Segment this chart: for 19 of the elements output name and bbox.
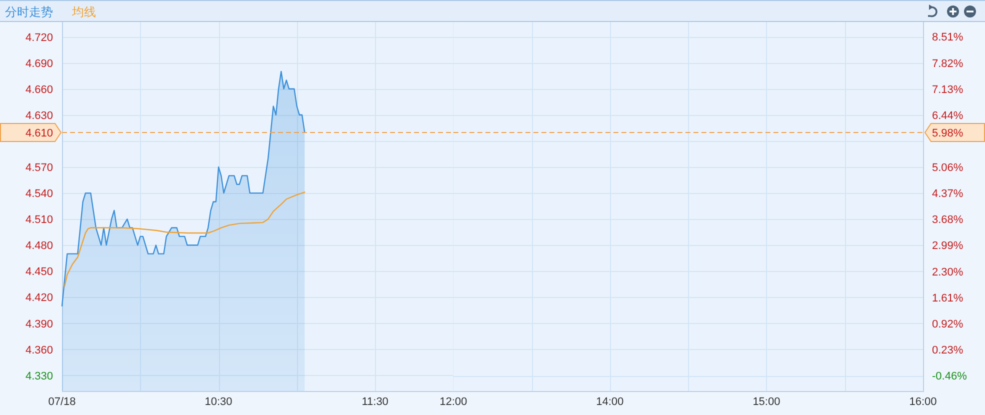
legend: 分时走势 均线	[5, 5, 96, 19]
y-tick-label: 4.690	[25, 58, 53, 70]
x-tick-label: 07/18	[48, 396, 76, 408]
y-tick-label: 4.420	[25, 292, 53, 304]
y-tick-label: 4.330	[25, 370, 53, 382]
y-tick-label: 4.570	[25, 162, 53, 174]
x-tick-label: 10:30	[204, 396, 232, 408]
y-tick-label: 4.480	[25, 240, 53, 252]
y-tick-label: 4.540	[25, 188, 53, 200]
x-tick-label: 11:30	[362, 396, 388, 408]
y-tick-label: 4.630	[25, 110, 53, 122]
y-tick-label: 4.510	[25, 214, 53, 226]
y-tick-label: 4.660	[25, 84, 53, 96]
y-tick-label: 4.360	[25, 344, 53, 356]
y-tick-label: 4.450	[25, 266, 53, 278]
ref-line-label: 4.610	[25, 128, 53, 140]
x-tick-label: 12:00	[440, 396, 468, 408]
y-tick-label: 4.720	[25, 32, 53, 44]
y-tick-label: 4.390	[25, 318, 53, 330]
